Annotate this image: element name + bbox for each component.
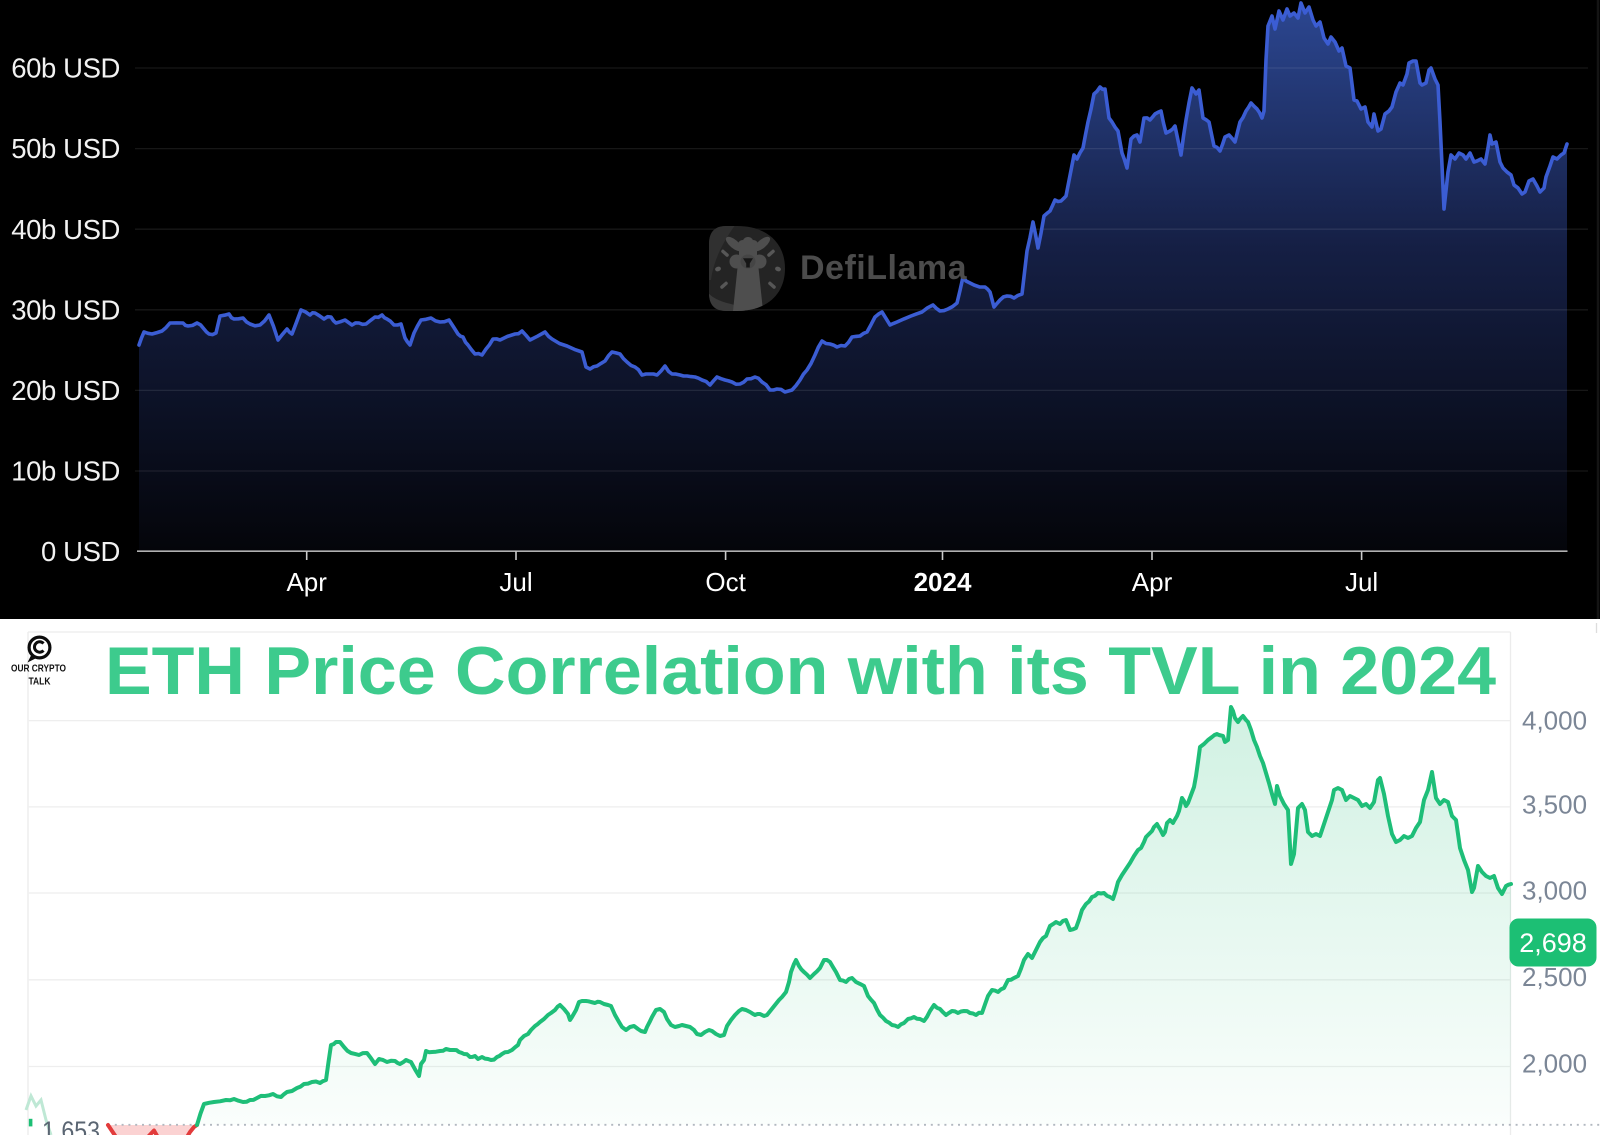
svg-text:2,000: 2,000 bbox=[1522, 1049, 1587, 1079]
svg-text:Jul: Jul bbox=[1345, 567, 1378, 597]
svg-text:40b USD: 40b USD bbox=[11, 214, 120, 245]
svg-text:OUR CRYPTO: OUR CRYPTO bbox=[11, 663, 66, 675]
svg-text:30b USD: 30b USD bbox=[11, 294, 120, 325]
svg-text:60b USD: 60b USD bbox=[11, 53, 120, 84]
svg-text:2,500: 2,500 bbox=[1522, 962, 1587, 992]
svg-text:2,698: 2,698 bbox=[1519, 928, 1587, 958]
svg-text:Jul: Jul bbox=[499, 567, 532, 597]
svg-text:DefiLlama: DefiLlama bbox=[800, 249, 968, 287]
svg-text:Oct: Oct bbox=[705, 567, 746, 597]
svg-text:0 USD: 0 USD bbox=[41, 536, 120, 567]
svg-text:TALK: TALK bbox=[29, 676, 51, 688]
svg-text:ETH Price Correlation with its: ETH Price Correlation with its TVL in 20… bbox=[105, 633, 1496, 709]
svg-text:4,000: 4,000 bbox=[1522, 706, 1587, 736]
svg-text:50b USD: 50b USD bbox=[11, 133, 120, 164]
svg-text:1,653: 1,653 bbox=[42, 1116, 100, 1135]
svg-text:Apr: Apr bbox=[286, 567, 327, 597]
svg-text:Apr: Apr bbox=[1132, 567, 1173, 597]
svg-text:20b USD: 20b USD bbox=[11, 375, 120, 406]
svg-text:10b USD: 10b USD bbox=[11, 456, 120, 487]
svg-text:2024: 2024 bbox=[914, 567, 972, 597]
svg-text:3,000: 3,000 bbox=[1522, 876, 1587, 906]
svg-text:3,500: 3,500 bbox=[1522, 790, 1587, 820]
